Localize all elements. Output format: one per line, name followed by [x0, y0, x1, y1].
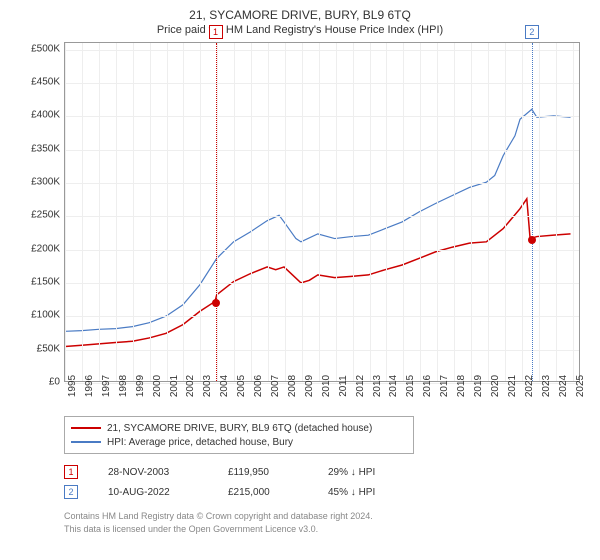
marker-dot	[212, 299, 220, 307]
chart-area: £0 £50K £100K £150K £200K £250K £300K £350K £400…	[20, 42, 580, 412]
y-tick-label: £400K	[20, 110, 60, 121]
y-tick-label: £0	[20, 377, 60, 388]
x-tick-label: 2011	[338, 375, 349, 397]
x-tick-label: 2007	[270, 375, 281, 397]
y-tick-label: £150K	[20, 277, 60, 288]
sale-date: 28-NOV-2003	[108, 467, 198, 478]
x-tick-label: 1998	[118, 375, 129, 397]
marker-dot	[528, 236, 536, 244]
sale-rows: 1 28-NOV-2003 £119,950 29% ↓ HPI 2 10-AU…	[64, 462, 590, 502]
y-tick-label: £450K	[20, 77, 60, 88]
y-tick-label: £250K	[20, 210, 60, 221]
footer-line-2: This data is licensed under the Open Gov…	[64, 523, 590, 536]
y-tick-label: £500K	[20, 43, 60, 54]
x-tick-label: 2010	[321, 375, 332, 397]
x-tick-label: 2004	[219, 375, 230, 397]
x-tick-label: 2006	[253, 375, 264, 397]
x-tick-label: 2014	[388, 375, 399, 397]
x-tick-label: 2018	[456, 375, 467, 397]
y-axis: £0£50K£100K£150K£200K£250K£300K£350K£400…	[20, 42, 64, 382]
sale-marker-1: 1	[64, 465, 78, 479]
x-tick-label: 2005	[236, 375, 247, 397]
marker-line	[532, 43, 533, 381]
y-tick-label: £100K	[20, 310, 60, 321]
x-tick-label: 2013	[372, 375, 383, 397]
sale-row: 2 10-AUG-2022 £215,000 45% ↓ HPI	[64, 482, 590, 502]
sale-row: 1 28-NOV-2003 £119,950 29% ↓ HPI	[64, 462, 590, 482]
footer-line-1: Contains HM Land Registry data © Crown c…	[64, 510, 590, 523]
x-tick-label: 2002	[185, 375, 196, 397]
x-tick-label: 2001	[169, 375, 180, 397]
sale-marker-2: 2	[64, 485, 78, 499]
legend-label-hpi: HPI: Average price, detached house, Bury	[107, 437, 293, 448]
x-tick-label: 1995	[67, 375, 78, 397]
sale-diff: 29% ↓ HPI	[328, 467, 408, 478]
legend-label-price-paid: 21, SYCAMORE DRIVE, BURY, BL9 6TQ (detac…	[107, 423, 372, 434]
line-svg	[65, 43, 579, 381]
x-tick-label: 1999	[135, 375, 146, 397]
legend-swatch-hpi	[71, 441, 101, 443]
marker-line	[216, 43, 217, 381]
x-tick-label: 2003	[202, 375, 213, 397]
x-tick-label: 2025	[575, 375, 586, 397]
footer-attribution: Contains HM Land Registry data © Crown c…	[64, 510, 590, 535]
sale-date: 10-AUG-2022	[108, 487, 198, 498]
x-tick-label: 2021	[507, 375, 518, 397]
sale-price: £119,950	[228, 467, 298, 478]
x-tick-label: 2008	[287, 375, 298, 397]
x-tick-label: 2015	[405, 375, 416, 397]
x-tick-label: 2022	[524, 375, 535, 397]
x-tick-label: 2012	[355, 375, 366, 397]
x-axis: 1995199619971998199920002001200220032004…	[64, 382, 580, 412]
x-tick-label: 1997	[101, 375, 112, 397]
y-tick-label: £200K	[20, 243, 60, 254]
x-tick-label: 2016	[422, 375, 433, 397]
y-tick-label: £50K	[20, 343, 60, 354]
x-tick-label: 2017	[439, 375, 450, 397]
chart-title: 21, SYCAMORE DRIVE, BURY, BL9 6TQ	[10, 8, 590, 22]
x-tick-label: 2020	[490, 375, 501, 397]
x-tick-label: 2000	[152, 375, 163, 397]
legend-swatch-price-paid	[71, 427, 101, 429]
sale-price: £215,000	[228, 487, 298, 498]
sale-diff: 45% ↓ HPI	[328, 487, 408, 498]
y-tick-label: £300K	[20, 177, 60, 188]
marker-box: 1	[209, 25, 223, 39]
plot-area: 12	[64, 42, 580, 382]
x-tick-label: 2009	[304, 375, 315, 397]
y-tick-label: £350K	[20, 143, 60, 154]
x-tick-label: 2019	[473, 375, 484, 397]
x-tick-label: 1996	[84, 375, 95, 397]
chart-subtitle: Price paid vs. HM Land Registry's House …	[10, 24, 590, 36]
chart-container: 21, SYCAMORE DRIVE, BURY, BL9 6TQ Price …	[0, 0, 600, 560]
marker-box: 2	[525, 25, 539, 39]
legend-box: 21, SYCAMORE DRIVE, BURY, BL9 6TQ (detac…	[64, 416, 414, 454]
series-line-hpi	[65, 109, 571, 331]
x-tick-label: 2023	[541, 375, 552, 397]
legend-item-hpi: HPI: Average price, detached house, Bury	[71, 435, 407, 449]
x-tick-label: 2024	[558, 375, 569, 397]
legend-item-price-paid: 21, SYCAMORE DRIVE, BURY, BL9 6TQ (detac…	[71, 421, 407, 435]
